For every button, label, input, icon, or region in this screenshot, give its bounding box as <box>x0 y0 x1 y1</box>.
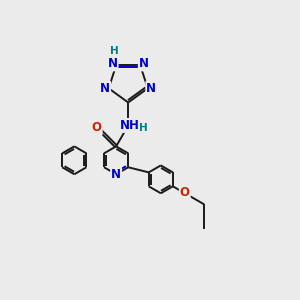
Text: N: N <box>100 82 110 95</box>
Text: N: N <box>108 57 118 70</box>
Text: N: N <box>139 57 149 70</box>
Text: O: O <box>180 186 190 199</box>
Text: N: N <box>146 82 156 95</box>
Text: NH: NH <box>120 119 140 132</box>
Text: N: N <box>111 168 121 181</box>
Text: H: H <box>139 123 148 133</box>
Text: H: H <box>110 46 119 56</box>
Text: O: O <box>92 121 102 134</box>
